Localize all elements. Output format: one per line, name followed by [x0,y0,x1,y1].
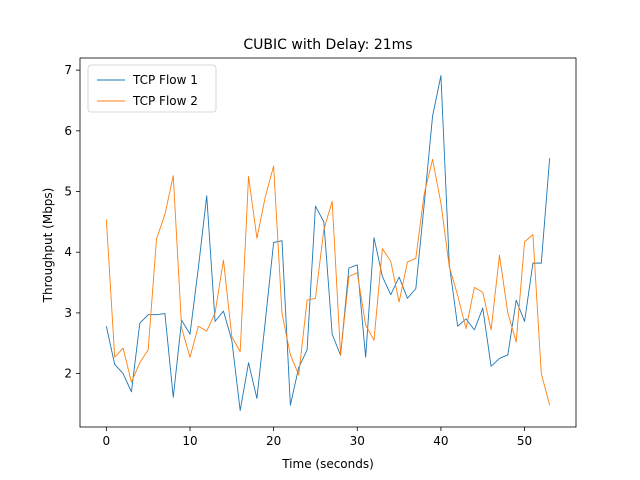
y-tick-label: 2 [64,367,72,381]
legend: TCP Flow 1 TCP Flow 2 [87,64,217,113]
series-line-2 [105,158,551,406]
legend-box [87,64,217,113]
y-tick-label: 4 [64,245,72,259]
x-tick-label: 50 [517,434,532,448]
chart-title: CUBIC with Delay: 21ms [243,37,412,53]
x-tick-label: 10 [182,434,197,448]
legend-label-1: TCP Flow 1 [132,73,198,87]
axes: 0 10 20 30 40 50 2 3 4 5 6 7 [64,57,577,448]
y-tick-label: 7 [64,63,72,77]
y-tick-label: 3 [64,306,72,320]
legend-label-2: TCP Flow 2 [132,94,198,108]
x-axis-label: Time (seconds) [281,457,374,471]
x-tick-label: 40 [433,434,448,448]
y-tick-label: 5 [64,185,72,199]
plot-frame [79,57,577,428]
plot-area [105,75,551,412]
x-tick-label: 0 [103,434,111,448]
series-line-1 [105,75,551,412]
y-axis-label: Throughput (Mbps) [41,188,55,304]
x-tick-label: 20 [266,434,281,448]
y-tick-label: 6 [64,124,72,138]
x-tick-label: 30 [350,434,365,448]
